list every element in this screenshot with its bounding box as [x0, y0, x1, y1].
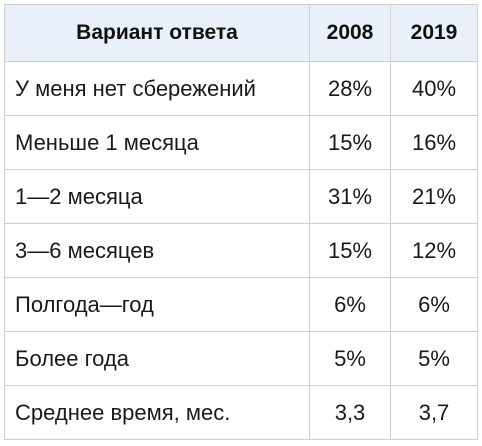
value-2008: 31% [309, 169, 391, 224]
table-row: Более года 5% 5% [4, 331, 478, 386]
row-label: Среднее время, мес. [4, 385, 310, 440]
value-2019: 21% [390, 169, 478, 224]
table-header: Вариант ответа 2008 2019 [4, 4, 478, 62]
column-header-2008: 2008 [309, 4, 391, 62]
table-row: 1—2 месяца 31% 21% [4, 169, 478, 224]
savings-table-container: Вариант ответа 2008 2019 У меня нет сбер… [4, 4, 478, 441]
table-row: Меньше 1 месяца 15% 16% [4, 115, 478, 170]
value-2008: 3,3 [309, 385, 391, 440]
table-body: У меня нет сбережений 28% 40% Меньше 1 м… [4, 61, 478, 440]
value-2008: 15% [309, 223, 391, 278]
value-2019: 40% [390, 61, 478, 116]
value-2019: 3,7 [390, 385, 478, 440]
row-label: Более года [4, 331, 310, 386]
row-label: 1—2 месяца [4, 169, 310, 224]
row-label: Меньше 1 месяца [4, 115, 310, 170]
value-2008: 5% [309, 331, 391, 386]
row-label: Полгода—год [4, 277, 310, 332]
table-row: Полгода—год 6% 6% [4, 277, 478, 332]
row-label: 3—6 месяцев [4, 223, 310, 278]
value-2008: 15% [309, 115, 391, 170]
table-row: У меня нет сбережений 28% 40% [4, 61, 478, 116]
column-header-answer: Вариант ответа [4, 4, 310, 62]
table-row: 3—6 месяцев 15% 12% [4, 223, 478, 278]
savings-table: Вариант ответа 2008 2019 У меня нет сбер… [4, 4, 478, 440]
value-2019: 6% [390, 277, 478, 332]
value-2019: 16% [390, 115, 478, 170]
value-2019: 5% [390, 331, 478, 386]
value-2019: 12% [390, 223, 478, 278]
row-label: У меня нет сбережений [4, 61, 310, 116]
value-2008: 28% [309, 61, 391, 116]
value-2008: 6% [309, 277, 391, 332]
table-row: Среднее время, мес. 3,3 3,7 [4, 385, 478, 440]
header-row: Вариант ответа 2008 2019 [4, 4, 478, 62]
column-header-2019: 2019 [390, 4, 478, 62]
